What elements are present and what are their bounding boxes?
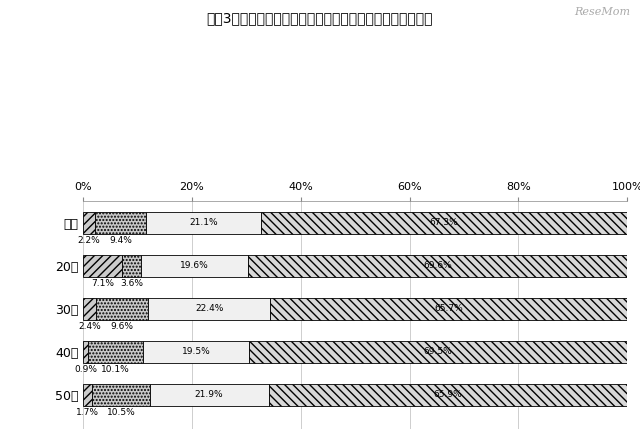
Text: 7.1%: 7.1% bbox=[91, 279, 114, 288]
Text: 65.9%: 65.9% bbox=[433, 390, 462, 399]
Text: 22.4%: 22.4% bbox=[195, 304, 223, 314]
Bar bbox=[122, 255, 141, 277]
Bar bbox=[249, 341, 627, 363]
Text: 2.4%: 2.4% bbox=[78, 322, 101, 331]
Text: ReseMom: ReseMom bbox=[575, 7, 630, 17]
Text: 10.1%: 10.1% bbox=[101, 365, 130, 374]
Text: 0.9%: 0.9% bbox=[74, 365, 97, 374]
Text: 69.6%: 69.6% bbox=[423, 261, 452, 270]
Text: 67.3%: 67.3% bbox=[430, 219, 458, 227]
Bar bbox=[96, 298, 148, 320]
Bar bbox=[148, 298, 270, 320]
Bar bbox=[95, 212, 147, 234]
Bar bbox=[143, 341, 249, 363]
Text: 3.6%: 3.6% bbox=[120, 279, 143, 288]
Bar bbox=[248, 255, 627, 277]
Bar bbox=[261, 212, 627, 234]
Text: 19.6%: 19.6% bbox=[180, 261, 209, 270]
Text: 9.4%: 9.4% bbox=[109, 236, 132, 245]
Text: 図表3　ゴールデンウィークの予定の有無（全体、年代別）: 図表3 ゴールデンウィークの予定の有無（全体、年代別） bbox=[207, 11, 433, 25]
Bar bbox=[141, 255, 248, 277]
Text: 9.6%: 9.6% bbox=[111, 322, 134, 331]
Bar bbox=[150, 384, 269, 406]
Text: 19.5%: 19.5% bbox=[182, 347, 211, 357]
Text: 2.2%: 2.2% bbox=[78, 236, 100, 245]
Text: 1.7%: 1.7% bbox=[76, 408, 99, 417]
Bar bbox=[88, 341, 143, 363]
Bar bbox=[92, 384, 150, 406]
Bar bbox=[83, 255, 122, 277]
Text: 21.1%: 21.1% bbox=[189, 219, 218, 227]
Bar bbox=[83, 298, 96, 320]
Bar bbox=[269, 384, 627, 406]
Bar bbox=[83, 341, 88, 363]
Bar bbox=[83, 384, 92, 406]
Text: 65.7%: 65.7% bbox=[435, 304, 463, 314]
Text: 21.9%: 21.9% bbox=[195, 390, 223, 399]
Text: 69.5%: 69.5% bbox=[424, 347, 452, 357]
Text: 10.5%: 10.5% bbox=[107, 408, 136, 417]
Bar bbox=[147, 212, 261, 234]
Bar bbox=[83, 212, 95, 234]
Bar bbox=[270, 298, 628, 320]
